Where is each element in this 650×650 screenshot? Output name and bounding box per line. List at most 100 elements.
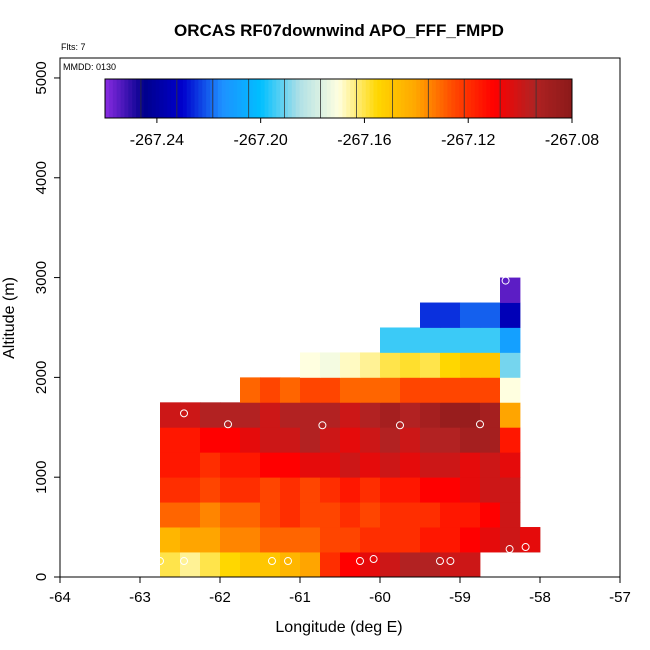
heatmap-cell — [360, 452, 381, 478]
heatmap-cell — [240, 477, 261, 503]
heatmap-cell — [320, 452, 341, 478]
colorbar-segment — [428, 79, 433, 118]
heatmap-cell — [320, 502, 341, 528]
heatmap-cell — [480, 477, 501, 503]
heatmap-cell — [340, 377, 361, 403]
heatmap-cell — [460, 527, 481, 553]
heatmap-cell — [440, 352, 461, 378]
colorbar-segment — [299, 79, 304, 118]
chart-title: ORCAS RF07downwind APO_FFF_FMPD — [174, 21, 504, 40]
heatmap-cell — [360, 352, 381, 378]
observation-point — [436, 557, 444, 566]
colorbar-segment — [466, 79, 472, 118]
heatmap-cell — [460, 402, 481, 428]
y-tick-label: 5000 — [33, 61, 50, 94]
heatmap-cell — [240, 552, 261, 578]
colorbar-segment — [147, 79, 153, 118]
heatmap-cell — [360, 502, 381, 528]
heatmap-cell — [220, 452, 241, 478]
colorbar-segment — [486, 79, 491, 118]
colorbar-segment — [116, 79, 122, 118]
colorbar-segment — [533, 79, 538, 118]
colorbar-segment — [342, 79, 347, 118]
heatmap-cell — [160, 452, 181, 478]
heatmap-cell — [360, 552, 381, 578]
heatmap-cell — [400, 527, 421, 553]
heatmap-cell — [320, 552, 341, 578]
heatmap-cell — [280, 402, 301, 428]
plot-frame — [59, 57, 621, 578]
heatmap-cell — [360, 527, 381, 553]
heatmap-cell — [340, 427, 361, 453]
heatmap-cell — [500, 377, 521, 403]
colorbar-segment — [171, 79, 176, 118]
heatmap-cell — [420, 377, 441, 403]
heatmap-cell — [280, 477, 301, 503]
colorbar-segment — [505, 79, 511, 118]
heatmap-cell — [260, 552, 281, 578]
x-tick-label: -60 — [369, 589, 391, 606]
heatmap-cell — [340, 352, 361, 378]
heatmap-cell — [160, 427, 181, 453]
colorbar-segment — [521, 79, 526, 118]
heatmap-cell — [400, 427, 421, 453]
colorbar-segment — [346, 79, 351, 118]
heatmap-cell — [480, 302, 501, 328]
heatmap-cell — [500, 502, 521, 528]
y-tick-label: 2000 — [33, 361, 50, 394]
heatmap-cell — [340, 552, 361, 578]
heatmap-cell — [460, 427, 481, 453]
heatmap-cell — [460, 302, 481, 328]
heatmap-cell — [160, 502, 181, 528]
colorbar-segment — [369, 79, 375, 118]
heatmap-cell — [300, 352, 321, 378]
heatmap-cell — [380, 327, 401, 353]
colorbar-segment — [315, 79, 320, 118]
heatmap-cell — [180, 452, 201, 478]
colorbar-frame — [104, 78, 573, 119]
heatmap-cell — [360, 402, 381, 428]
colorbar-segment — [155, 79, 160, 118]
colorbar-segment — [385, 79, 390, 118]
heatmap-cell — [240, 527, 261, 553]
colorbar-segment — [245, 79, 250, 118]
colorbar-segment — [276, 79, 281, 118]
colorbar-segment — [420, 79, 425, 118]
colorbar-tick-label: -267.16 — [337, 132, 391, 149]
colorbar-segment — [233, 79, 238, 118]
heatmap-cell — [300, 552, 321, 578]
heatmap-cell — [180, 552, 201, 578]
heatmap-cell — [160, 552, 181, 578]
colorbar-segment — [560, 79, 565, 118]
colorbar-segment — [163, 79, 168, 118]
y-tick-label: 3000 — [33, 261, 50, 294]
observation-point — [268, 557, 276, 566]
observation-point — [521, 543, 530, 552]
colorbar-segment — [357, 79, 363, 118]
colorbar-segment — [548, 79, 554, 118]
colorbar-segment — [237, 79, 242, 118]
heatmap-cell — [380, 377, 401, 403]
heatmap-cell — [300, 477, 321, 503]
heatmap-cell — [380, 502, 401, 528]
heatmap-cell — [440, 477, 461, 503]
colorbar-tick-label: -267.20 — [234, 132, 288, 149]
heatmap-cell — [480, 402, 501, 428]
colorbar-segment — [284, 79, 289, 118]
heatmap-cell — [300, 452, 321, 478]
x-tick-label: -58 — [529, 589, 551, 606]
observation-point — [180, 409, 188, 418]
heatmap-cell — [280, 427, 301, 453]
heatmap-cell — [480, 502, 501, 528]
heatmap-cell — [200, 552, 221, 578]
heatmap-cell — [300, 427, 321, 453]
heatmap-cell — [380, 552, 401, 578]
colorbar-segment — [272, 79, 277, 118]
heatmap-cell — [420, 477, 441, 503]
colorbar-segment — [400, 79, 406, 118]
colorbar-segment — [377, 79, 382, 118]
colorbar-segment — [221, 79, 227, 118]
heatmap-cell — [500, 452, 521, 478]
colorbar-segment — [396, 79, 402, 118]
heatmap-cell — [400, 352, 421, 378]
